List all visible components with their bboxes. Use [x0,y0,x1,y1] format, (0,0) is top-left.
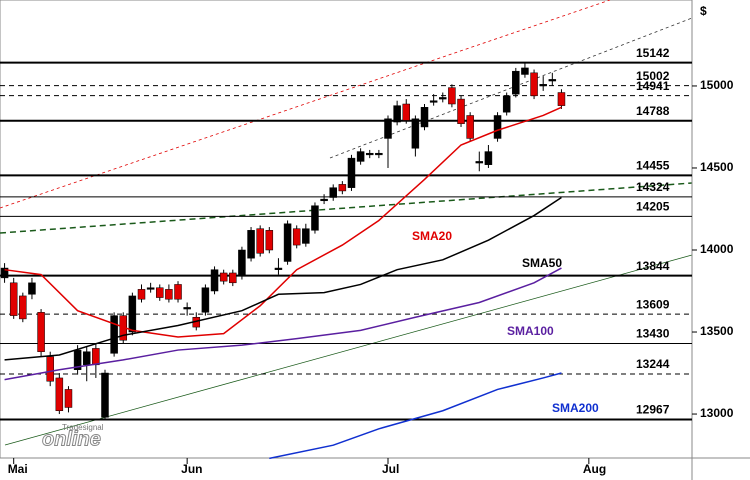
candle-body [429,100,438,103]
candle-body [292,228,301,246]
candle-body [137,289,146,300]
candle-body [283,223,292,262]
candle-body [55,377,64,412]
candle-body [375,152,383,156]
x-tick-label: Mai [8,462,28,476]
sma-line [269,372,562,460]
candle-body [557,92,566,106]
candle-body [165,289,173,300]
candle-body [347,157,356,188]
level-label: 13609 [636,297,670,311]
candle-body [466,115,474,139]
level-label: 14455 [636,159,670,173]
level-label: 13844 [636,259,670,273]
candle-body [219,272,228,282]
candle-body [156,287,164,298]
candle-body [457,98,465,124]
candle-body [174,284,182,300]
candle-body [411,118,420,149]
candle-body [329,187,337,198]
candle-body [384,118,392,139]
candle-body [548,79,557,82]
candle-body [356,151,365,162]
level-label: 14205 [636,200,670,214]
candle-body [0,267,9,279]
watermark: online [42,428,101,450]
candle-body [82,351,91,366]
level-label: 15142 [636,46,670,60]
candle-body [110,315,118,354]
candle-body [420,107,429,128]
sma-line [4,267,562,381]
sma-line [4,106,562,338]
level-label: 13430 [636,327,670,341]
y-tick-label: 13000 [700,406,734,420]
level-label: 12967 [636,403,670,417]
sma-line [4,196,562,361]
candle-body [201,287,210,313]
candle-body [28,282,36,295]
candle-body [320,198,328,202]
candle-body [229,272,237,284]
candle-body [493,115,502,139]
level-label: 13244 [636,357,670,371]
x-tick-label: Aug [583,462,606,476]
candle-body [338,184,347,192]
y-tick-label: 13500 [700,324,734,338]
candle-body [37,312,45,352]
candle-body [19,295,27,320]
candle-body [448,87,456,105]
candle-body [46,356,54,382]
candle-body [475,161,484,164]
series-label: SMA200 [552,401,599,415]
candle-body [247,230,255,259]
candle-body [274,267,283,270]
candle-body [402,103,411,121]
candle-body [484,151,493,165]
y-tick-label: 14000 [700,242,734,256]
candle-body [128,295,137,333]
level-label: 14941 [636,79,670,93]
candle-body [365,152,374,156]
candle-body [311,205,319,231]
candle-body [9,282,18,316]
candle-body [64,389,73,408]
x-tick-label: Jun [181,462,202,476]
candle-body [502,95,511,113]
candle-body [512,70,520,95]
currency-label: $ [700,4,707,18]
candle-body [101,372,109,418]
candle-body [530,72,538,97]
trend-line [0,182,693,234]
candle-body [439,97,447,100]
candle-body [265,230,274,251]
level-label: 14788 [636,104,670,118]
candle-body [238,249,246,277]
y-tick-label: 14500 [700,160,734,174]
x-tick-label: Jul [382,462,399,476]
candle-body [521,67,529,75]
series-label: SMA50 [522,256,562,270]
candle-body [183,307,191,310]
candle-body [302,228,310,244]
candle-body [539,84,547,87]
trend-line [4,254,693,446]
level-label: 15002 [636,69,670,83]
y-tick-label: 15000 [700,78,734,92]
candle-body [256,228,264,254]
candle-body [92,348,100,366]
level-label: 14324 [636,180,670,194]
candle-body [210,269,219,292]
series-label: SMA100 [507,324,554,338]
series-label: SMA20 [412,229,452,243]
plot-frame [0,0,693,459]
watermark: Tradesignal [62,423,104,432]
trend-line [329,17,693,159]
candle-body [146,287,155,290]
candle-body [393,105,401,123]
